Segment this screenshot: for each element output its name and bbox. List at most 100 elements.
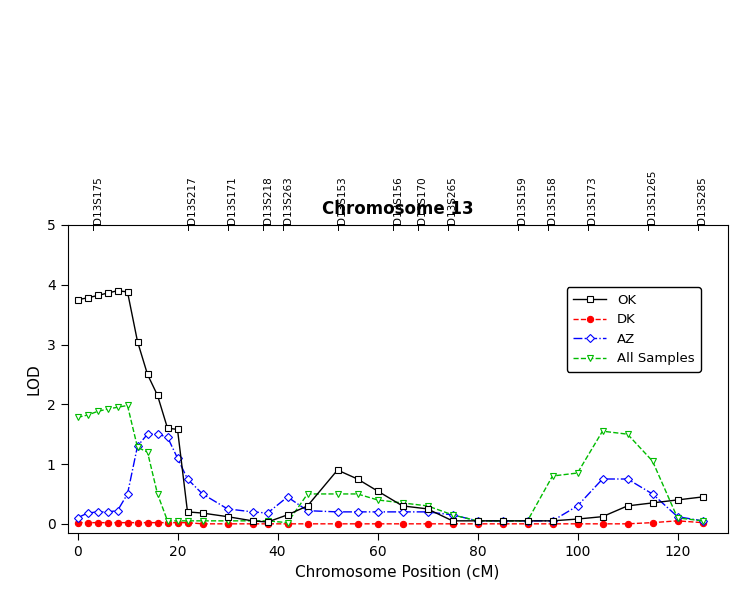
All Samples xyxy=(248,517,257,525)
Text: D13S158: D13S158 xyxy=(548,176,557,224)
AZ xyxy=(698,517,707,525)
OK xyxy=(143,371,152,378)
OK xyxy=(283,511,292,519)
Text: D13S218: D13S218 xyxy=(262,176,272,224)
DK xyxy=(473,520,482,527)
Title: Chromosome 13: Chromosome 13 xyxy=(322,200,473,218)
AZ xyxy=(173,455,182,462)
AZ xyxy=(198,490,207,497)
OK xyxy=(93,292,102,299)
Line: DK: DK xyxy=(74,518,706,527)
AZ xyxy=(183,475,192,482)
DK xyxy=(153,519,162,526)
DK xyxy=(123,519,132,526)
All Samples xyxy=(398,500,407,507)
DK xyxy=(333,520,342,527)
DK xyxy=(248,520,257,527)
OK xyxy=(698,493,707,500)
AZ xyxy=(398,509,407,516)
AZ xyxy=(163,433,172,440)
AZ xyxy=(673,513,682,520)
DK xyxy=(113,519,122,526)
Text: D13S217: D13S217 xyxy=(188,176,197,224)
AZ xyxy=(373,509,382,516)
AZ xyxy=(448,511,457,519)
Text: D13S156: D13S156 xyxy=(392,176,403,224)
OK xyxy=(353,475,362,482)
DK xyxy=(523,520,532,527)
All Samples xyxy=(83,411,92,419)
All Samples xyxy=(303,490,312,497)
All Samples xyxy=(523,517,532,525)
AZ xyxy=(103,509,112,516)
AZ xyxy=(423,509,432,516)
AZ xyxy=(648,490,657,497)
All Samples xyxy=(173,517,182,525)
All Samples xyxy=(673,514,682,522)
OK xyxy=(423,506,432,513)
DK xyxy=(623,520,632,527)
OK xyxy=(448,517,457,525)
DK xyxy=(263,520,272,527)
AZ xyxy=(263,510,272,517)
All Samples xyxy=(163,517,172,525)
OK xyxy=(183,509,192,516)
Text: D13S171: D13S171 xyxy=(227,176,238,224)
All Samples xyxy=(283,519,292,526)
OK xyxy=(623,503,632,510)
DK xyxy=(133,519,142,526)
All Samples xyxy=(143,449,152,456)
X-axis label: Chromosome Position (cM): Chromosome Position (cM) xyxy=(296,564,500,579)
All Samples xyxy=(123,402,132,409)
DK xyxy=(398,520,407,527)
DK xyxy=(698,519,707,526)
OK xyxy=(573,516,582,523)
DK xyxy=(498,520,507,527)
AZ xyxy=(473,517,482,525)
OK xyxy=(398,503,407,510)
Legend: OK, DK, AZ, All Samples: OK, DK, AZ, All Samples xyxy=(567,287,701,372)
Line: AZ: AZ xyxy=(74,431,706,524)
AZ xyxy=(598,475,607,482)
All Samples xyxy=(598,427,607,435)
All Samples xyxy=(333,490,342,497)
DK xyxy=(548,520,557,527)
OK xyxy=(263,519,272,526)
OK xyxy=(113,287,122,294)
DK xyxy=(93,519,102,526)
OK xyxy=(223,513,232,520)
AZ xyxy=(573,503,582,510)
AZ xyxy=(143,430,152,437)
OK xyxy=(133,338,142,345)
AZ xyxy=(93,509,102,516)
DK xyxy=(198,520,207,527)
All Samples xyxy=(548,472,557,480)
All Samples xyxy=(93,408,102,415)
DK xyxy=(448,520,457,527)
All Samples xyxy=(373,496,382,503)
Text: D13S153: D13S153 xyxy=(338,176,347,224)
AZ xyxy=(333,509,342,516)
OK xyxy=(198,510,207,517)
All Samples xyxy=(103,406,112,413)
Line: All Samples: All Samples xyxy=(74,402,706,526)
Text: D13S175: D13S175 xyxy=(92,176,103,224)
OK xyxy=(303,503,312,510)
DK xyxy=(223,520,232,527)
OK xyxy=(673,496,682,503)
DK xyxy=(73,519,82,526)
DK xyxy=(598,520,607,527)
DK xyxy=(163,519,172,526)
OK xyxy=(333,466,342,474)
DK xyxy=(303,520,312,527)
OK xyxy=(548,517,557,525)
DK xyxy=(143,519,152,526)
OK xyxy=(373,487,382,494)
All Samples xyxy=(353,490,362,497)
OK xyxy=(83,294,92,301)
All Samples xyxy=(448,511,457,519)
Line: OK: OK xyxy=(74,288,706,525)
AZ xyxy=(73,514,82,522)
DK xyxy=(353,520,362,527)
DK xyxy=(423,520,432,527)
